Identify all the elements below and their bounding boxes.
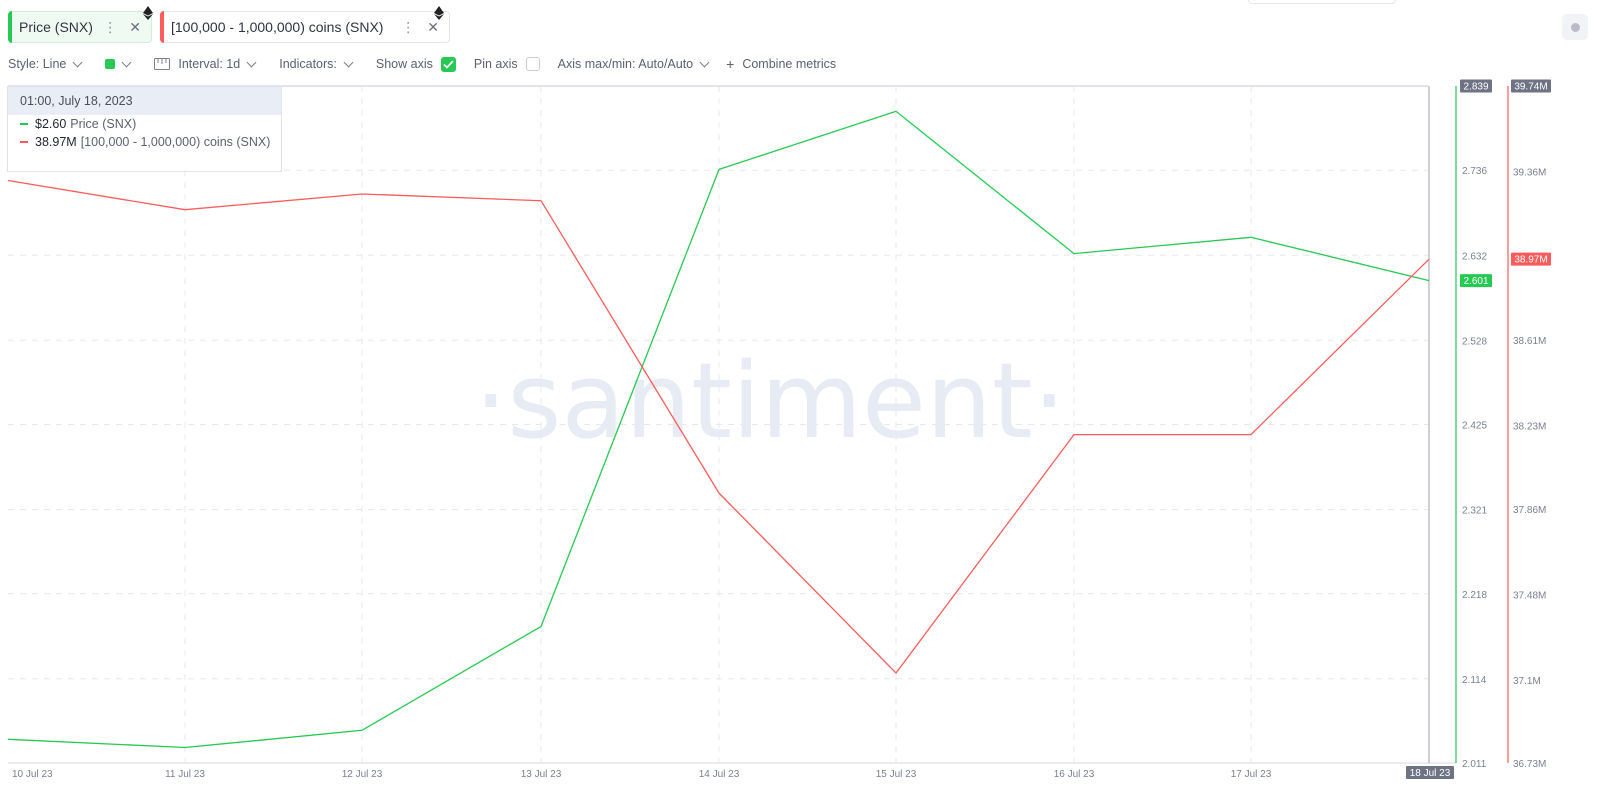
x-tick-label: 14 Jul 23 (699, 769, 740, 780)
x-tick-label: 15 Jul 23 (876, 769, 917, 780)
metric-tab-label: Price (SNX) (19, 19, 93, 35)
axis-maxmin-dropdown[interactable]: Axis max/min: Auto/Auto (557, 57, 710, 71)
more-options-icon[interactable]: ⋮ (401, 18, 416, 35)
right-axis-tick-label: 36.73M (1513, 759, 1546, 770)
style-label: Style: Line (8, 57, 67, 71)
left-axis-tick-label: 2.114 (1462, 675, 1487, 686)
x-tick-label: 10 Jul 23 (12, 769, 53, 780)
metric-tab-price[interactable]: Price (SNX) ⋮ ✕ (8, 11, 152, 43)
series-dash-icon (20, 123, 28, 125)
close-icon[interactable]: ✕ (129, 18, 141, 35)
color-swatch-icon (105, 59, 116, 69)
ethereum-icon (434, 6, 444, 20)
show-axis-toggle[interactable]: Show axis (375, 56, 456, 72)
settings-dot-button[interactable] (1562, 14, 1588, 40)
left-axis-tick-label: 2.528 (1462, 336, 1487, 347)
price-series-line (7, 110, 1430, 749)
color-picker[interactable] (105, 57, 132, 69)
style-dropdown[interactable]: Style: Line (8, 57, 83, 71)
combine-metrics-button[interactable]: + Combine metrics (726, 56, 836, 72)
holders-last-badge: 38.97M (1514, 255, 1547, 266)
price-last-badge: 2.601 (1463, 276, 1488, 287)
right-axis-tick-label: 38.61M (1513, 336, 1546, 347)
metric-color-bar (160, 11, 164, 43)
x-tick-label: 16 Jul 23 (1054, 769, 1095, 780)
tooltip-row-holders: 38.97M [100,000 - 1,000,000) coins (SNX) (8, 133, 281, 151)
chart-lines (7, 110, 1430, 749)
tooltip-value: 38.97M (35, 135, 77, 149)
ruler-icon (154, 58, 171, 70)
left-axis-tick-label: 2.736 (1462, 166, 1487, 177)
metric-tab-holders[interactable]: [100,000 - 1,000,000) coins (SNX) ⋮ ✕ (160, 11, 450, 43)
left-axis-tick-label: 2.632 (1462, 251, 1487, 262)
holders-last-badge-bg (1511, 252, 1551, 266)
close-icon[interactable]: ✕ (427, 18, 439, 35)
tooltip-date: 01:00, July 18, 2023 (8, 87, 281, 115)
holders-max-badge: 39.74M (1514, 82, 1547, 93)
hover-date-badge: 18 Jul 23 (1410, 768, 1451, 779)
checkbox-icon[interactable] (525, 57, 540, 71)
left-axis-tick-label: 2.321 (1462, 506, 1487, 517)
dot-icon (1570, 22, 1580, 32)
interval-label: Interval: 1d (178, 57, 241, 71)
show-axis-label: Show axis (375, 57, 433, 71)
indicators-dropdown[interactable]: Indicators: (279, 57, 354, 71)
axis-maxmin-label: Axis max/min: Auto/Auto (557, 57, 694, 71)
series-dash-icon (20, 141, 28, 143)
x-tick-label: 13 Jul 23 (521, 769, 562, 780)
chart-labels: 10 Jul 23 11 Jul 23 12 Jul 23 13 Jul 23 14 J… (12, 79, 1551, 780)
interval-dropdown[interactable]: Interval: 1d (154, 57, 257, 71)
right-axis-tick-label: 37.86M (1513, 505, 1546, 516)
chart-axes (1428, 86, 1509, 763)
right-axis-tick-label: 37.48M (1513, 590, 1546, 601)
right-axis-tick-label: 38.23M (1513, 422, 1546, 433)
price-max-badge-bg (1460, 79, 1492, 93)
holders-max-badge-bg (1511, 79, 1551, 93)
x-tick-label: 17 Jul 23 (1231, 769, 1272, 780)
right-axis-tick-label: 39.36M (1513, 167, 1546, 178)
metric-tab-label: [100,000 - 1,000,000) coins (SNX) (171, 19, 384, 35)
pin-axis-toggle[interactable]: Pin axis (474, 57, 540, 71)
tooltip-series-name: [100,000 - 1,000,000) coins (SNX) (80, 135, 271, 149)
tooltip-value: $2.60 (35, 117, 67, 131)
tooltip-row-price: $2.60 Price (SNX) (8, 115, 281, 133)
checkbox-checked-icon[interactable] (440, 56, 456, 72)
indicators-label: Indicators: (279, 57, 337, 71)
left-axis-tick-label: 2.011 (1462, 759, 1487, 770)
ethereum-icon (143, 6, 153, 20)
chart-tooltip: 01:00, July 18, 2023 $2.60 Price (SNX) 3… (7, 86, 282, 172)
metric-color-bar (8, 11, 12, 43)
pin-axis-label: Pin axis (473, 57, 518, 71)
hover-date-badge-bg (1406, 766, 1454, 779)
x-tick-label: 11 Jul 23 (165, 769, 205, 780)
price-last-badge-bg (1460, 274, 1492, 288)
left-axis-tick-label: 2.425 (1462, 421, 1487, 432)
more-options-icon[interactable]: ⋮ (103, 18, 118, 35)
santiment-watermark: ·santiment· (474, 340, 1066, 462)
right-axis-tick-label: 37.1M (1513, 676, 1541, 687)
combine-metrics-label: Combine metrics (742, 57, 837, 71)
tooltip-series-name: Price (SNX) (70, 117, 137, 131)
price-max-badge: 2.839 (1463, 82, 1488, 93)
holders-series-line (7, 179, 1430, 674)
x-tick-label: 12 Jul 23 (342, 769, 383, 780)
plus-icon: + (726, 56, 735, 72)
left-axis-tick-label: 2.218 (1462, 590, 1487, 601)
chart-toolbar: Style: Line Interval: 1d Indicators: Sho… (8, 54, 860, 74)
